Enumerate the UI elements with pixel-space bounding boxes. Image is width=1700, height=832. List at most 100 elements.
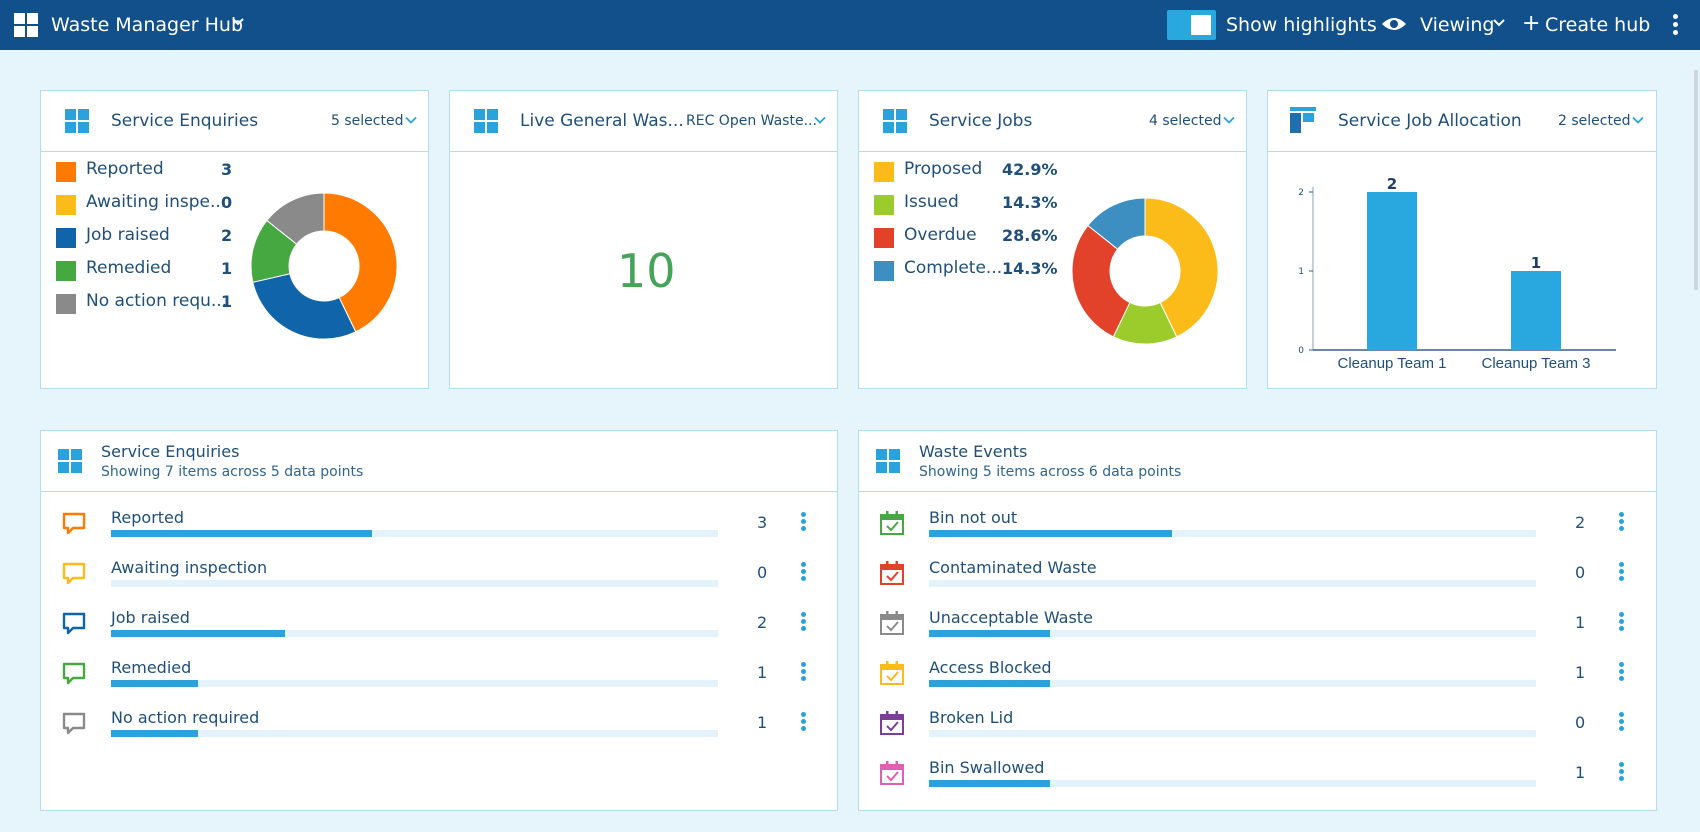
list-item-label[interactable]: Reported: [111, 508, 185, 527]
create-hub-button[interactable]: Create hub: [1545, 14, 1651, 36]
calendar-check-icon: [879, 660, 905, 690]
more-options-icon[interactable]: [1617, 762, 1625, 783]
more-options-icon[interactable]: [1617, 512, 1625, 533]
list-item-count: 1: [1575, 763, 1586, 782]
list-item-count: 2: [1575, 513, 1586, 532]
service-job-allocation-card: Service Job Allocation 2 selected 0 1 2 2 Cl…: [1267, 90, 1657, 389]
calendar-check-icon: [879, 710, 905, 740]
chevron-down-icon[interactable]: [1223, 116, 1235, 125]
progress-fill: [111, 730, 198, 737]
progress-track: [111, 730, 718, 737]
x-category-label: Cleanup Team 3: [1482, 355, 1591, 372]
live-general-waste-card: Live General Was... REC Open Waste... 10: [449, 90, 838, 389]
legend-swatch: [874, 261, 894, 281]
chevron-down-icon[interactable]: [1632, 116, 1644, 125]
more-options-icon[interactable]: [799, 612, 807, 633]
list-item-label[interactable]: Contaminated Waste: [929, 558, 1097, 577]
legend-label[interactable]: Proposed: [904, 159, 983, 179]
series-selector[interactable]: REC Open Waste...: [686, 113, 817, 129]
progress-fill: [929, 680, 1051, 687]
legend-label[interactable]: No action requ...: [86, 291, 228, 311]
list-item-label[interactable]: Bin Swallowed: [929, 758, 1045, 777]
more-options-icon[interactable]: [799, 662, 807, 683]
donut-slice-complete[interactable]: [1087, 197, 1146, 250]
donut-slice-proposed[interactable]: [1144, 197, 1219, 338]
donut-slice-job-raised[interactable]: [252, 273, 357, 340]
progress-track: [929, 630, 1536, 637]
series-selector[interactable]: 2 selected: [1558, 113, 1631, 129]
card-header: Service Enquiries Showing 7 items across…: [41, 431, 837, 492]
list-item-label[interactable]: Remedied: [111, 658, 192, 677]
y-tick-label: 2: [1298, 188, 1304, 198]
tile-icon: [883, 109, 907, 133]
speech-bubble-icon: [61, 560, 87, 590]
chevron-down-icon[interactable]: [232, 17, 244, 27]
highlights-toggle[interactable]: [1167, 10, 1216, 40]
card-subtitle: Showing 7 items across 5 data points: [101, 464, 364, 480]
page-scrollbar[interactable]: [1694, 70, 1698, 290]
card-header: Service Job Allocation 2 selected: [1268, 91, 1656, 152]
legend-label[interactable]: Complete...: [904, 258, 1003, 278]
list-item-label[interactable]: Bin not out: [929, 508, 1018, 527]
service-jobs-card: Service Jobs 4 selected Proposed 42.9% Iss…: [858, 90, 1247, 389]
list-item-label[interactable]: No action required: [111, 708, 260, 727]
more-menu-icon[interactable]: [1670, 14, 1680, 36]
legend-label[interactable]: Overdue: [904, 225, 977, 245]
legend-value: 14.3%: [1002, 193, 1058, 212]
chevron-down-icon[interactable]: [1493, 18, 1505, 28]
donut-slice-reported[interactable]: [323, 192, 398, 333]
legend-swatch: [56, 261, 76, 281]
more-options-icon[interactable]: [1617, 662, 1625, 683]
progress-fill: [111, 530, 372, 537]
progress-fill: [111, 680, 198, 687]
y-tick-label: 0: [1298, 346, 1304, 356]
list-item-count: 0: [1575, 713, 1586, 732]
progress-track: [929, 730, 1536, 737]
progress-track: [111, 580, 718, 587]
series-selector[interactable]: 5 selected: [331, 113, 404, 129]
live-count-value: 10: [617, 244, 676, 298]
legend-label[interactable]: Awaiting inspe...: [86, 192, 227, 212]
more-options-icon[interactable]: [1617, 562, 1625, 583]
plus-icon[interactable]: +: [1522, 11, 1541, 36]
donut-slice-no-action-requ[interactable]: [266, 192, 325, 245]
app-grid-icon[interactable]: [14, 13, 38, 37]
legend-swatch: [874, 195, 894, 215]
list-item-count: 1: [757, 663, 768, 682]
list-item-label[interactable]: Awaiting inspection: [111, 558, 268, 577]
waste-events-list-card: Waste Events Showing 5 items across 6 da…: [858, 430, 1657, 811]
speech-bubble-icon: [61, 610, 87, 640]
series-selector[interactable]: 4 selected: [1149, 113, 1222, 129]
calendar-check-icon: [879, 510, 905, 540]
list-item-label[interactable]: Unacceptable Waste: [929, 608, 1093, 627]
speech-bubble-icon: [61, 510, 87, 540]
progress-track: [111, 530, 718, 537]
more-options-icon[interactable]: [799, 512, 807, 533]
bar-chart-icon: [1290, 107, 1316, 133]
list-item-label[interactable]: Job raised: [111, 608, 190, 627]
legend-label[interactable]: Job raised: [86, 225, 170, 245]
more-options-icon[interactable]: [1617, 612, 1625, 633]
viewing-dropdown[interactable]: Viewing: [1420, 14, 1495, 36]
legend-label[interactable]: Remedied: [86, 258, 172, 278]
legend-label[interactable]: Reported: [86, 159, 164, 179]
tile-icon: [65, 109, 89, 133]
donut-slice-overdue[interactable]: [1071, 224, 1131, 338]
bar-chart: 0 1 2 2 Cleanup Team 1 1 Cleanup Team 3: [1298, 175, 1616, 372]
more-options-icon[interactable]: [799, 712, 807, 733]
more-options-icon[interactable]: [1617, 712, 1625, 733]
list-item-label[interactable]: Broken Lid: [929, 708, 1014, 727]
legend-swatch: [874, 162, 894, 182]
chevron-down-icon[interactable]: [405, 116, 417, 125]
progress-track: [929, 530, 1536, 537]
chevron-down-icon[interactable]: [814, 116, 826, 125]
list-item-count: 0: [1575, 563, 1586, 582]
more-options-icon[interactable]: [799, 562, 807, 583]
list-item-count: 1: [1575, 613, 1586, 632]
tile-icon: [474, 109, 498, 133]
hub-title[interactable]: Waste Manager Hub: [51, 14, 244, 36]
progress-track: [111, 630, 718, 637]
list-item-label[interactable]: Access Blocked: [929, 658, 1052, 677]
legend-label[interactable]: Issued: [904, 192, 959, 212]
legend-swatch: [56, 162, 76, 182]
